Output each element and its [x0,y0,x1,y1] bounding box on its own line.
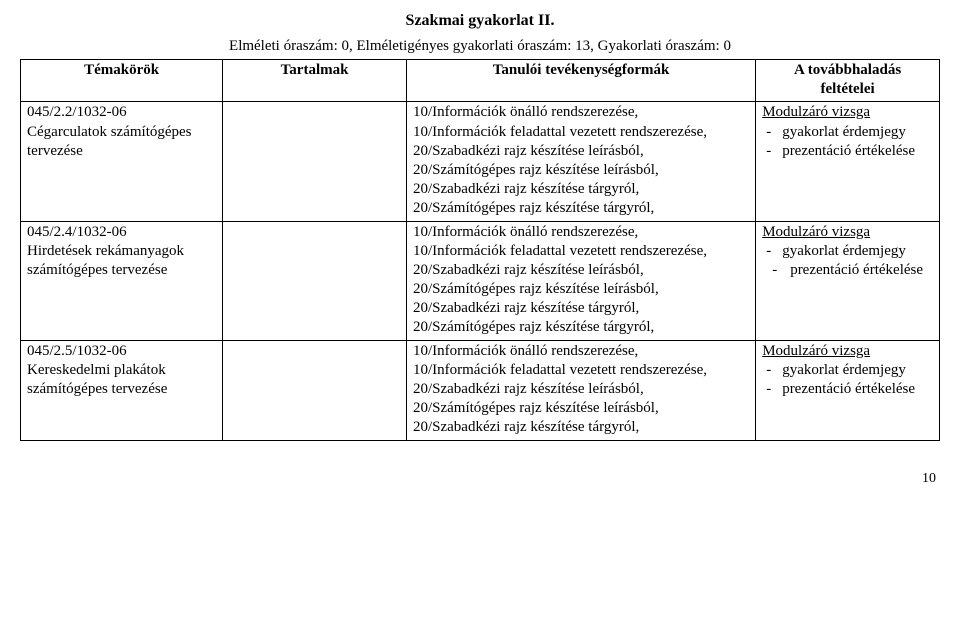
list-item: gyakorlat érdemjegy [762,361,933,380]
progress-title: Modulzáró vizsga [762,104,870,120]
cell-progress: Modulzáró vizsga gyakorlat érdemjegy pre… [756,221,940,340]
col-header-content: Tartalmak [223,60,407,102]
cell-activities: 10/Információk önálló rendszerezése,10/I… [406,340,755,440]
col-header-activities: Tanulói tevékenységformák [406,60,755,102]
cell-content [223,340,407,440]
curriculum-table: Témakörök Tartalmak Tanulói tevékenységf… [20,59,940,441]
cell-progress: Modulzáró vizsga gyakorlat érdemjegy pre… [756,102,940,221]
progress-title: Modulzáró vizsga [762,224,870,240]
page-title: Szakmai gyakorlat II. [20,12,940,30]
progress-title: Modulzáró vizsga [762,343,870,359]
table-row: 045/2.2/1032-06Cégarculatok számítógépes… [21,102,940,221]
table-row: 045/2.4/1032-06Hirdetések rekámanyagok s… [21,221,940,340]
table-row: 045/2.5/1032-06Kereskedelmi plakátok szá… [21,340,940,440]
page-subtitle: Elméleti óraszám: 0, Elméletigényes gyak… [20,38,940,55]
cell-topic: 045/2.5/1032-06Kereskedelmi plakátok szá… [21,340,223,440]
list-item: prezentáció értékelése [762,142,933,161]
progress-list: gyakorlat érdemjegy prezentáció értékelé… [762,242,933,280]
list-item: prezentáció értékelése [762,380,933,399]
cell-topic: 045/2.2/1032-06Cégarculatok számítógépes… [21,102,223,221]
cell-content [223,221,407,340]
progress-list: gyakorlat érdemjegy prezentáció értékelé… [762,361,933,399]
list-item: prezentáció értékelése [762,261,933,280]
list-item: gyakorlat érdemjegy [762,242,933,261]
cell-topic: 045/2.4/1032-06Hirdetések rekámanyagok s… [21,221,223,340]
col-header-progress: A továbbhaladás feltételei [756,60,940,102]
list-item: gyakorlat érdemjegy [762,123,933,142]
cell-activities: 10/Információk önálló rendszerezése,10/I… [406,221,755,340]
cell-content [223,102,407,221]
cell-progress: Modulzáró vizsga gyakorlat érdemjegy pre… [756,340,940,440]
progress-list: gyakorlat érdemjegy prezentáció értékelé… [762,123,933,161]
page-number: 10 [20,471,940,487]
table-header-row: Témakörök Tartalmak Tanulói tevékenységf… [21,60,940,102]
cell-activities: 10/Információk önálló rendszerezése,10/I… [406,102,755,221]
col-header-topics: Témakörök [21,60,223,102]
